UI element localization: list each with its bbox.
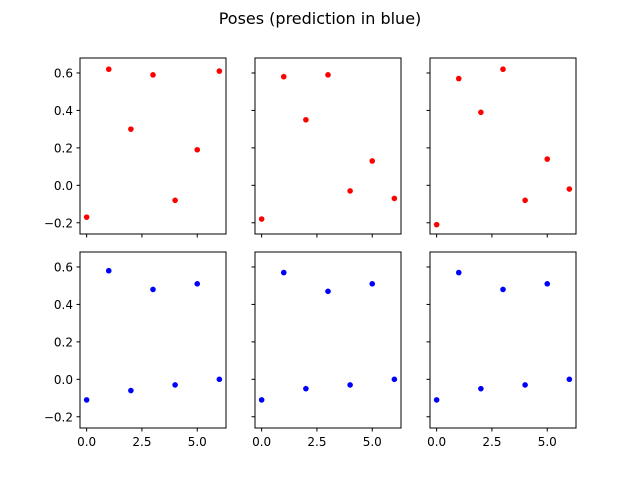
ground-truth-point (325, 72, 331, 78)
x-tick-label: 0.0 (252, 435, 271, 449)
subplot-r0-c0: −0.2 0.0 0.2 0.4 0.6 (44, 58, 226, 238)
figure-title: Poses (prediction in blue) (219, 9, 422, 28)
ground-truth-point (106, 66, 112, 72)
prediction-point (325, 289, 331, 295)
axes-frame (430, 252, 576, 428)
prediction-point (172, 382, 178, 388)
axes-frame (430, 58, 576, 234)
ground-truth-point (567, 186, 573, 192)
prediction-point (434, 397, 440, 403)
x-tick-label: 0.0 (427, 435, 446, 449)
x-tick-label: 5.0 (188, 435, 207, 449)
y-tick-label: 0.6 (54, 66, 73, 80)
y-tick-label: 0.0 (54, 179, 73, 193)
prediction-point (522, 382, 528, 388)
axes-frame (80, 58, 226, 234)
prediction-point (347, 382, 353, 388)
prediction-point (217, 377, 223, 383)
prediction-point (303, 386, 309, 392)
prediction-point (392, 377, 398, 383)
x-tick-label: 0.0 (77, 435, 96, 449)
subplot-r1-c1: 0.0 2.5 5.0 (252, 252, 402, 449)
subplot-grid: −0.2 0.0 0.2 0.4 0.6 −0.2 0.0 0.2 0.4 0.6 0.0 2.5 5.… (44, 58, 576, 449)
y-tick-label: 0.2 (54, 141, 73, 155)
prediction-point (150, 287, 156, 293)
ground-truth-point (456, 76, 462, 82)
y-tick-label: 0.4 (54, 104, 73, 118)
ground-truth-point (369, 158, 375, 164)
ground-truth-point (392, 196, 398, 202)
prediction-point (281, 270, 287, 276)
prediction-point (194, 281, 200, 287)
prediction-point (478, 386, 484, 392)
y-tick-label: 0.4 (54, 298, 73, 312)
subplot-r0-c1 (252, 58, 402, 238)
ground-truth-point (303, 117, 309, 123)
prediction-point (567, 377, 573, 383)
ground-truth-point (217, 68, 223, 74)
subplot-r1-c2: 0.0 2.5 5.0 (427, 252, 577, 449)
ground-truth-point (281, 74, 287, 80)
prediction-point (106, 268, 112, 274)
prediction-point (500, 287, 506, 293)
ground-truth-point (84, 214, 90, 220)
ground-truth-point (544, 156, 550, 162)
ground-truth-point (194, 147, 200, 153)
x-tick-label: 2.5 (482, 435, 501, 449)
prediction-point (456, 270, 462, 276)
ground-truth-point (500, 66, 506, 72)
ground-truth-point (478, 109, 484, 115)
y-tick-label: 0.0 (54, 373, 73, 387)
axes-frame (80, 252, 226, 428)
prediction-point (544, 281, 550, 287)
ground-truth-point (347, 188, 353, 194)
prediction-point (84, 397, 90, 403)
y-tick-label: 0.6 (54, 260, 73, 274)
x-tick-label: 5.0 (363, 435, 382, 449)
x-tick-label: 5.0 (538, 435, 557, 449)
y-tick-label: −0.2 (44, 410, 73, 424)
axes-frame (255, 252, 401, 428)
x-tick-label: 2.5 (132, 435, 151, 449)
x-tick-label: 2.5 (307, 435, 326, 449)
ground-truth-point (128, 126, 134, 132)
axes-frame (255, 58, 401, 234)
subplot-r1-c0: −0.2 0.0 0.2 0.4 0.6 0.0 2.5 5.0 (44, 252, 226, 449)
ground-truth-point (434, 222, 440, 228)
ground-truth-point (172, 197, 178, 203)
prediction-point (369, 281, 375, 287)
ground-truth-point (150, 72, 156, 78)
ground-truth-point (259, 216, 265, 222)
subplot-r0-c2 (427, 58, 577, 238)
y-tick-label: 0.2 (54, 335, 73, 349)
prediction-point (259, 397, 265, 403)
ground-truth-point (522, 197, 528, 203)
y-tick-label: −0.2 (44, 216, 73, 230)
prediction-point (128, 388, 134, 394)
